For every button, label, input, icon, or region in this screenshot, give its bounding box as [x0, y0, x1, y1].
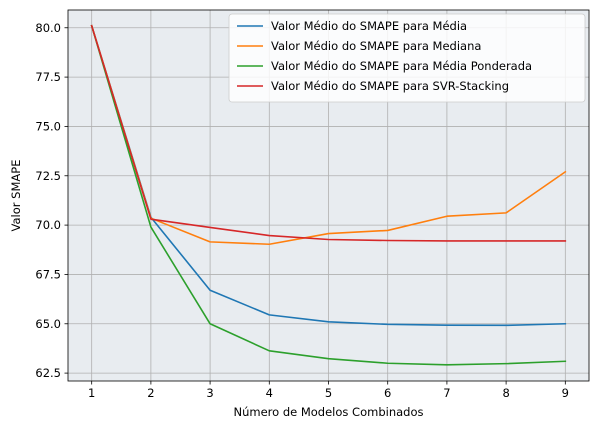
y-tick-label: 62.5 — [35, 366, 61, 380]
series-lines — [90, 24, 567, 366]
y-tick-label: 67.5 — [35, 267, 61, 281]
x-tick-label: 3 — [206, 386, 213, 400]
y-axis: 62.5 65.0 67.5 70.0 72.5 75.0 77.5 80.0 — [35, 21, 68, 380]
y-tick-label: 65.0 — [35, 317, 61, 331]
x-tick-label: 8 — [502, 386, 509, 400]
x-axis-label: Número de Modelos Combinados — [233, 405, 423, 419]
legend-label-3: Valor Médio do SMAPE para Média Ponderad… — [271, 59, 532, 73]
series-line-4 — [90, 24, 567, 242]
x-tick-label: 1 — [88, 386, 95, 400]
y-axis-label: Valor SMAPE — [9, 160, 23, 232]
legend-box — [228, 13, 586, 103]
x-axis: 1 2 3 4 5 6 7 8 9 — [88, 381, 569, 400]
y-tick-label: 75.0 — [35, 119, 61, 133]
series-line-3 — [90, 24, 567, 366]
legend-label-4: Valor Médio do SMAPE para SVR-Stacking — [271, 79, 509, 93]
y-tick-label: 77.5 — [35, 70, 61, 84]
x-tick-label: 7 — [443, 386, 450, 400]
series-line-1 — [90, 24, 567, 327]
y-tick-label: 72.5 — [35, 169, 61, 183]
legend-label-1: Valor Médio do SMAPE para Média — [271, 19, 467, 33]
y-tick-label: 70.0 — [35, 218, 61, 232]
x-tick-label: 2 — [147, 386, 154, 400]
x-tick-label: 9 — [562, 386, 569, 400]
legend: Valor Médio do SMAPE para Média Valor Méd… — [228, 13, 586, 103]
x-tick-label: 5 — [325, 386, 332, 400]
x-tick-label: 4 — [266, 386, 273, 400]
series-line-2 — [90, 24, 567, 246]
y-tick-label: 80.0 — [35, 21, 61, 35]
x-tick-label: 6 — [384, 386, 391, 400]
legend-label-2: Valor Médio do SMAPE para Mediana — [271, 39, 481, 53]
